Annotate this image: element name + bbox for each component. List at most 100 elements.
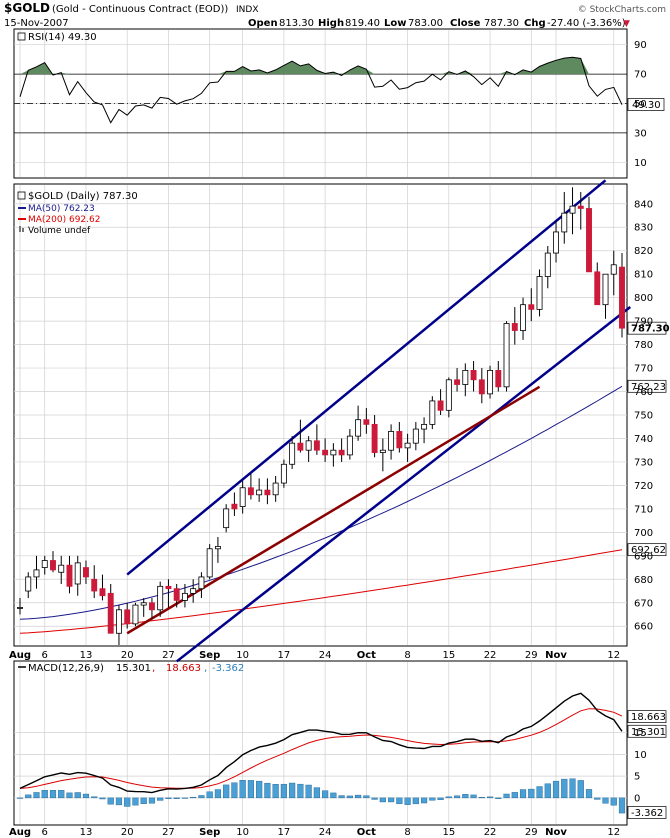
macd-histogram-bar <box>25 794 32 799</box>
price-tick-label: 730 <box>634 457 653 468</box>
candle-body <box>297 442 304 451</box>
x-axis-label-bottom: 8 <box>404 827 410 838</box>
rsi-tick-label: 10 <box>634 158 647 169</box>
price-tick-label: 820 <box>634 246 653 257</box>
price-tick-label: 680 <box>634 575 653 586</box>
price-tick-label: 840 <box>634 199 653 210</box>
x-axis-label-bottom: 24 <box>319 827 332 838</box>
candle-body <box>132 604 139 625</box>
macd-histogram-bar <box>256 780 263 799</box>
price-tick-label: 720 <box>634 481 653 492</box>
macd-histogram-bar <box>355 794 362 799</box>
x-axis-label-bottom: 22 <box>484 827 497 838</box>
candle-body <box>619 266 625 329</box>
candle-body <box>330 449 337 456</box>
macd-panel: 18.663 15.301 -3.362 <box>16 692 667 819</box>
macd-histogram-bar <box>41 790 48 799</box>
x-axis-label-bottom: 12 <box>607 827 620 838</box>
candle-body <box>74 562 81 585</box>
macd-histogram-bar <box>66 792 73 799</box>
ma50-value-box-label: 762.23 <box>631 382 666 393</box>
candle-body <box>280 463 287 484</box>
rsi-tick-label: 30 <box>634 128 647 139</box>
candle-body <box>124 609 131 625</box>
rsi-tick-label: 70 <box>634 70 647 81</box>
macd-tick-label: 15 <box>634 728 647 739</box>
macd-histogram-bar <box>313 787 320 799</box>
candle-body <box>346 435 353 456</box>
candle-body <box>429 400 436 425</box>
candle-body <box>305 440 312 451</box>
macd-histogram-bar <box>346 795 353 799</box>
macd-histogram-bar <box>272 784 279 799</box>
candle-body <box>454 379 461 385</box>
candle-body <box>148 602 155 611</box>
rsi-panel: 49.30 <box>19 56 665 124</box>
price-tick-label: 660 <box>634 622 653 633</box>
macd-histogram-bar <box>569 778 576 799</box>
candle-body <box>338 449 345 456</box>
ma50-line <box>19 385 623 620</box>
x-axis-label-mid: Aug <box>9 650 31 661</box>
close-label: Close <box>450 18 481 29</box>
high-value: 819.40 <box>345 18 380 29</box>
rsi-tick-label: 50 <box>634 99 647 110</box>
macd-histogram-bar <box>91 796 98 799</box>
x-axis-label-mid: 27 <box>162 650 175 661</box>
macd-histogram-bar <box>181 797 189 799</box>
macd-histogram-bar <box>338 795 345 799</box>
candle-body <box>41 560 48 568</box>
gold-marker-icon <box>17 191 26 200</box>
candle-body <box>25 576 32 592</box>
candle-body <box>495 370 502 388</box>
last-price-box <box>627 321 667 335</box>
price-tick-label: 760 <box>634 387 653 398</box>
macd-label-hist: -3.362 <box>212 663 244 674</box>
macd-histogram-bar <box>561 778 568 799</box>
candle-body <box>50 560 56 571</box>
macd-histogram-bar <box>379 797 386 803</box>
macd-histogram-bar <box>140 797 147 804</box>
macd-histogram-bar <box>206 791 213 799</box>
chg-value: -27.40 (-3.36%) <box>547 18 626 29</box>
macd-label-macd: 15.301 <box>116 663 151 674</box>
macd-histogram-bar <box>223 784 230 799</box>
macd-histogram-bar <box>478 797 485 799</box>
chart-symbol: $GOLD <box>4 1 50 15</box>
macd-histogram-bar <box>305 784 312 799</box>
price-tick-label: 670 <box>634 598 653 609</box>
candle-body <box>66 564 73 587</box>
macd-histogram-bar <box>289 782 296 799</box>
x-axis-label-bottom: 15 <box>442 827 455 838</box>
lower-channel-line <box>175 306 632 663</box>
candle-body <box>379 449 386 453</box>
axes: Aug Aug 6 6 13 13 20 20 27 27 Sep Sep 10 10 17 17 24 24 Oc… <box>9 40 653 838</box>
candle-body <box>412 428 419 444</box>
candle-body <box>289 442 296 465</box>
candle-body <box>561 212 568 233</box>
candle-body <box>190 588 197 594</box>
volume-legend-icon-b <box>22 228 24 232</box>
macd-label-signal: 18.663 <box>166 663 201 674</box>
macd-tick-label: 5 <box>634 772 640 783</box>
x-axis-label-mid: 24 <box>319 650 332 661</box>
candle-body <box>198 576 205 590</box>
candle-body <box>83 567 89 578</box>
macd-signal-line <box>19 708 623 789</box>
candle-body <box>511 323 518 331</box>
signal-value-box <box>627 710 667 723</box>
chart-date: 15-Nov-2007 <box>4 18 69 29</box>
macd-histogram-bar <box>610 797 617 806</box>
candle-body <box>528 304 535 310</box>
x-axis-label-mid: 13 <box>80 650 93 661</box>
rsi-value-label: 49.30 <box>632 100 661 111</box>
macd-value-box-label: 15.301 <box>631 727 666 738</box>
macd-histogram-bar <box>74 792 81 799</box>
candle-body <box>272 482 279 496</box>
rsi-tick-label: 90 <box>634 40 647 51</box>
x-axis-label-bottom: 20 <box>121 827 134 838</box>
x-axis-label-mid: 22 <box>484 650 497 661</box>
macd-histogram-bar <box>49 790 57 799</box>
macd-histogram-bar <box>322 790 329 799</box>
macd-histogram-bar <box>148 797 156 804</box>
